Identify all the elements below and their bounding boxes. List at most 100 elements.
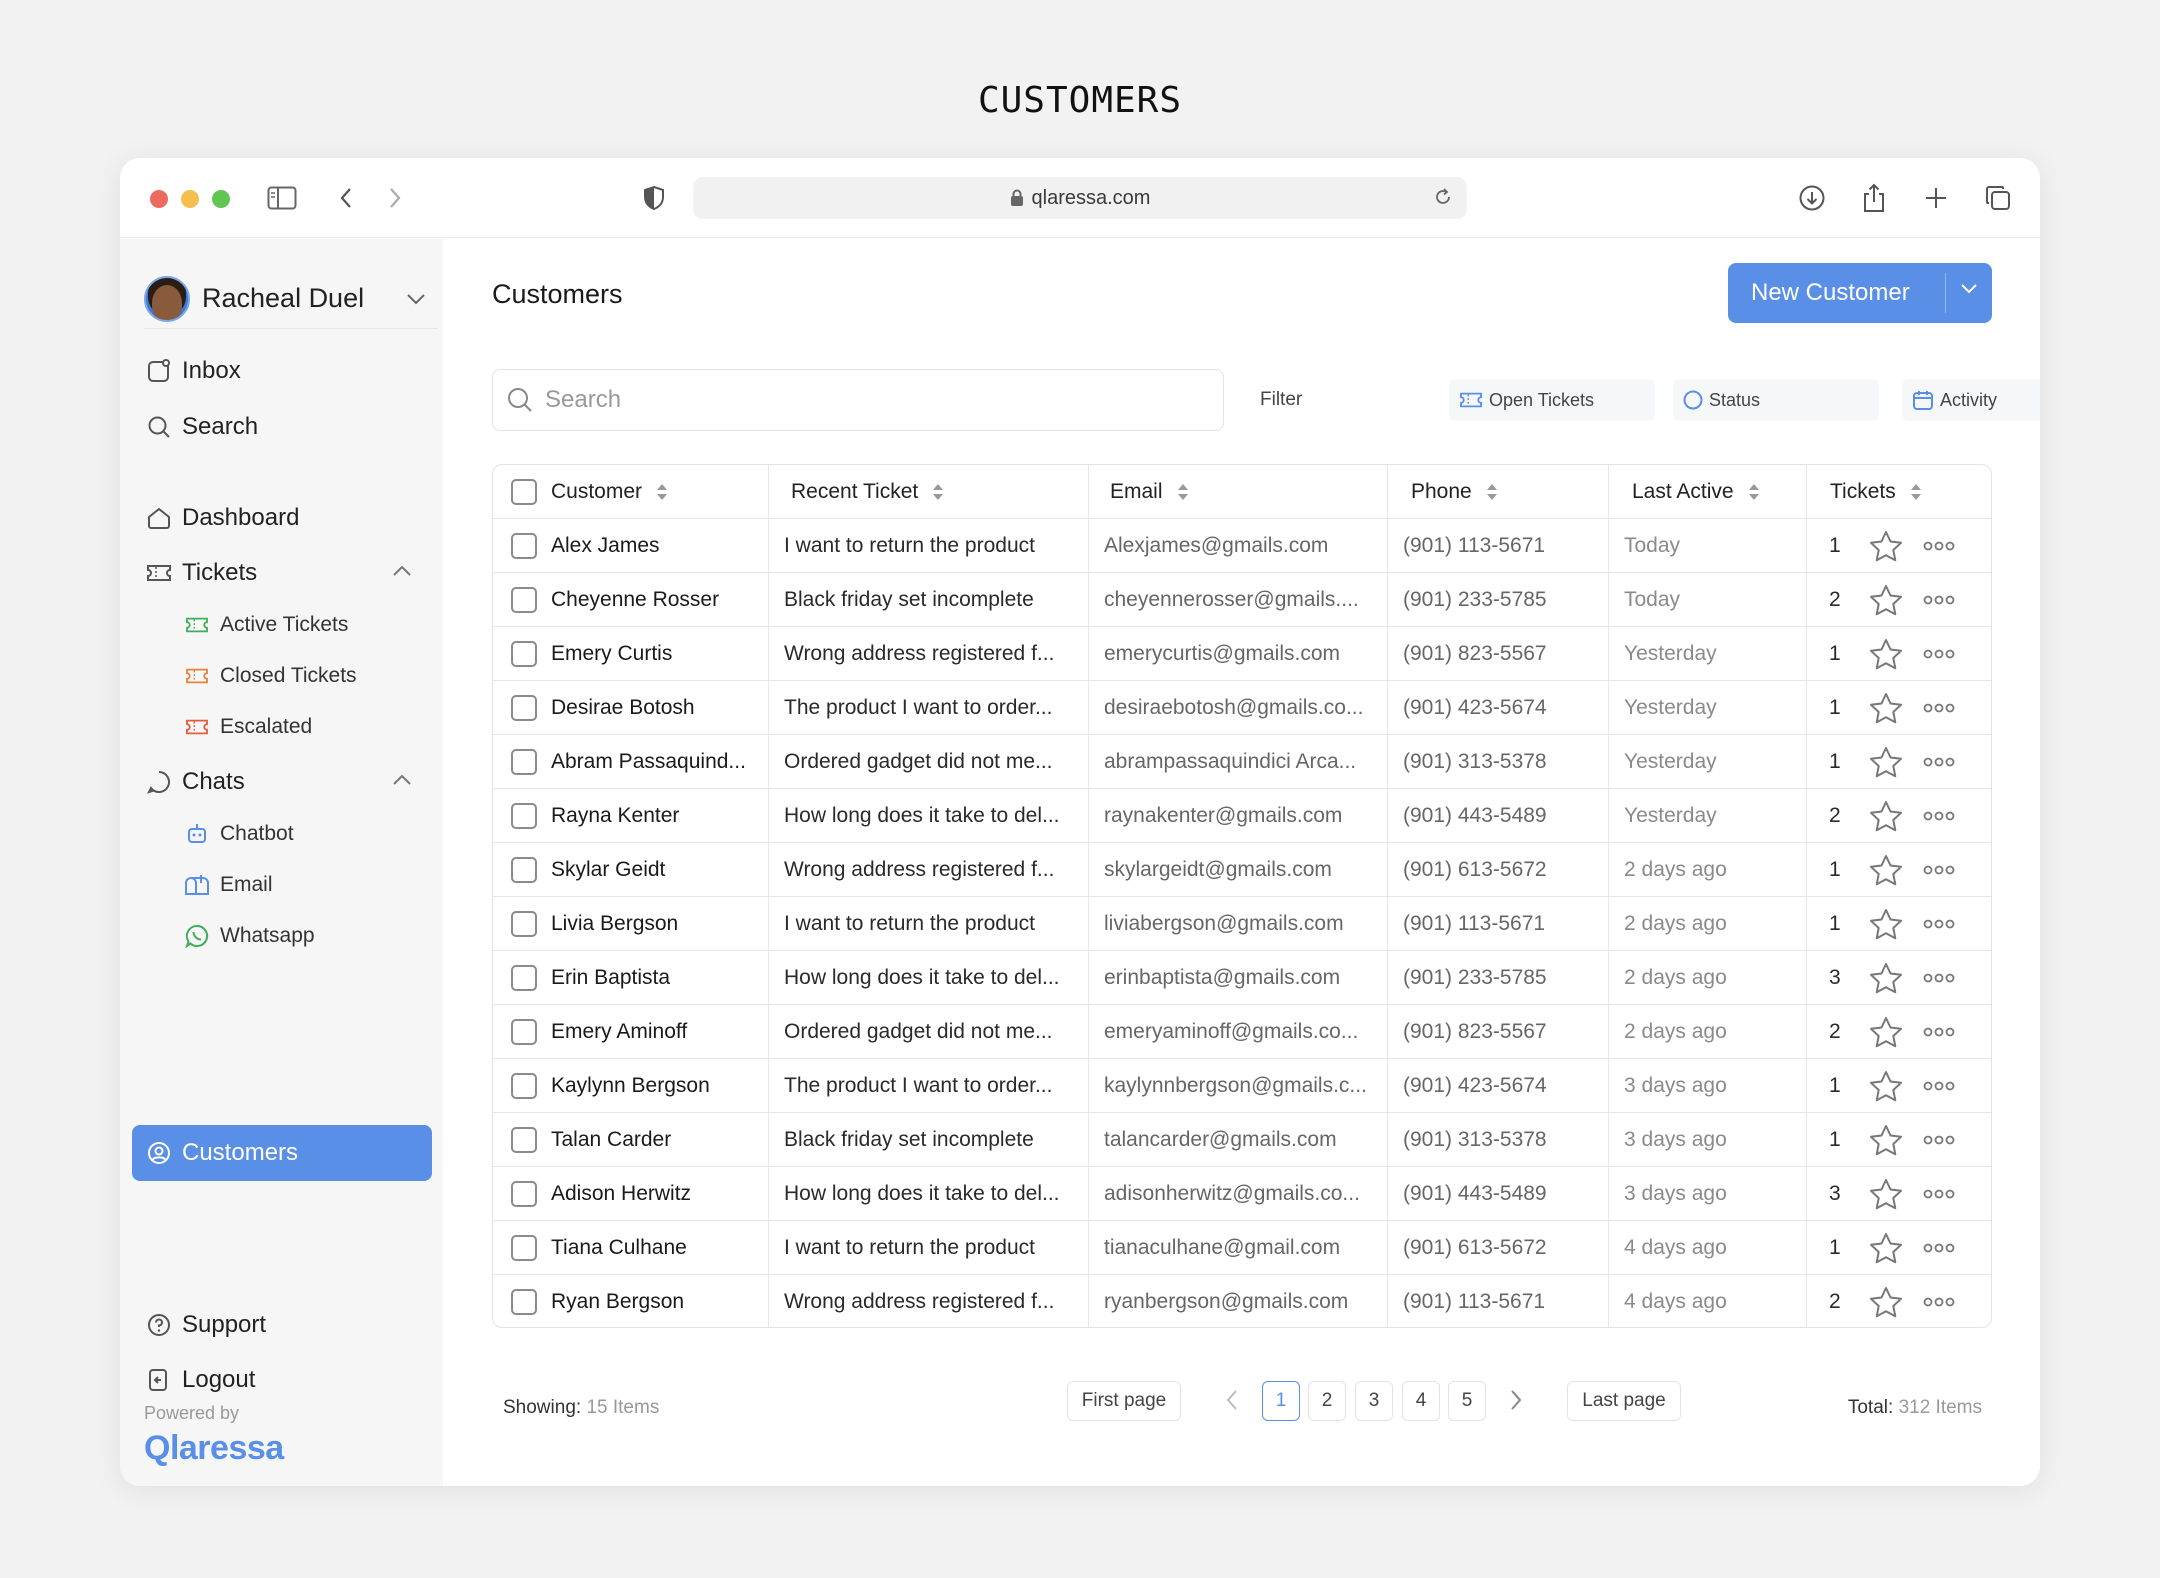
star-icon[interactable] <box>1869 1221 1909 1275</box>
row-checkbox[interactable] <box>511 735 537 789</box>
recent-ticket[interactable]: I want to return the product <box>784 1236 1035 1259</box>
row-checkbox[interactable] <box>511 573 537 627</box>
download-icon[interactable] <box>1794 180 1830 216</box>
more-options-icon[interactable] <box>1923 1113 1963 1167</box>
recent-ticket[interactable]: Black friday set incomplete <box>784 1128 1034 1151</box>
customer-name[interactable]: Erin Baptista <box>551 966 671 989</box>
more-options-icon[interactable] <box>1923 1059 1963 1113</box>
table-row[interactable]: Skylar Geidt Wrong address registered f..… <box>493 843 1991 897</box>
more-options-icon[interactable] <box>1923 735 1963 789</box>
customer-name[interactable]: Ryan Bergson <box>551 1290 685 1313</box>
share-icon[interactable] <box>1856 180 1892 216</box>
row-checkbox[interactable] <box>511 843 537 897</box>
customer-email[interactable]: Alexjames@gmails.com <box>1104 534 1329 557</box>
address-bar[interactable]: qlaressa.com <box>693 177 1467 219</box>
recent-ticket[interactable]: I want to return the product <box>784 912 1035 935</box>
recent-ticket[interactable]: How long does it take to del... <box>784 804 1060 827</box>
customer-email[interactable]: adisonherwitz@gmails.co... <box>1104 1182 1360 1205</box>
customer-email[interactable]: tianaculhane@gmail.com <box>1104 1236 1341 1259</box>
customer-name[interactable]: Skylar Geidt <box>551 858 666 881</box>
row-checkbox[interactable] <box>511 789 537 843</box>
minimize-window-button[interactable] <box>181 190 199 208</box>
table-row[interactable]: Kaylynn Bergson The product I want to ord… <box>493 1059 1991 1113</box>
sidebar-item-active-tickets[interactable]: Active Tickets <box>182 607 348 643</box>
customer-name[interactable]: Livia Bergson <box>551 912 679 935</box>
column-header-phone[interactable]: Phone <box>1411 465 1498 519</box>
more-options-icon[interactable] <box>1923 789 1963 843</box>
column-header-customer[interactable]: Customer <box>551 465 668 519</box>
maximize-window-button[interactable] <box>212 190 230 208</box>
sidebar-item-chats[interactable]: Chats <box>144 762 245 802</box>
row-checkbox[interactable] <box>511 897 537 951</box>
customer-email[interactable]: talancarder@gmails.com <box>1104 1128 1337 1151</box>
recent-ticket[interactable]: Wrong address registered f... <box>784 642 1055 665</box>
customer-name[interactable]: Desirae Botosh <box>551 696 695 719</box>
row-checkbox[interactable] <box>511 627 537 681</box>
first-page-button[interactable]: First page <box>1067 1381 1181 1421</box>
sidebar-item-whatsapp[interactable]: Whatsapp <box>182 918 315 954</box>
recent-ticket[interactable]: Wrong address registered f... <box>784 1290 1055 1313</box>
more-options-icon[interactable] <box>1923 627 1963 681</box>
more-options-icon[interactable] <box>1923 519 1963 573</box>
page-button-3[interactable]: 3 <box>1355 1381 1393 1421</box>
customer-name[interactable]: Emery Curtis <box>551 642 673 665</box>
star-icon[interactable] <box>1869 573 1909 627</box>
star-icon[interactable] <box>1869 1005 1909 1059</box>
star-icon[interactable] <box>1869 789 1909 843</box>
row-checkbox[interactable] <box>511 1275 537 1327</box>
customer-email[interactable]: erinbaptista@gmails.com <box>1104 966 1341 989</box>
brand-logo[interactable]: Qlaressa <box>144 1429 284 1467</box>
filter-activity[interactable]: Activity <box>1902 379 2040 421</box>
table-row[interactable]: Adison Herwitz How long does it take to d… <box>493 1167 1991 1221</box>
column-header-email[interactable]: Email <box>1110 465 1189 519</box>
recent-ticket[interactable]: Black friday set incomplete <box>784 588 1034 611</box>
recent-ticket[interactable]: The product I want to order... <box>784 696 1053 719</box>
more-options-icon[interactable] <box>1923 573 1963 627</box>
table-row[interactable]: Erin Baptista How long does it take to de… <box>493 951 1991 1005</box>
row-checkbox[interactable] <box>511 1167 537 1221</box>
sidebar-item-inbox[interactable]: Inbox <box>144 351 241 391</box>
star-icon[interactable] <box>1869 1275 1909 1327</box>
customer-email[interactable]: liviabergson@gmails.com <box>1104 912 1344 935</box>
column-header-recent-ticket[interactable]: Recent Ticket <box>791 465 944 519</box>
page-button-5[interactable]: 5 <box>1448 1381 1486 1421</box>
recent-ticket[interactable]: How long does it take to del... <box>784 966 1060 989</box>
tabs-overview-icon[interactable] <box>1980 180 2016 216</box>
customer-name[interactable]: Alex James <box>551 534 660 557</box>
select-all-checkbox[interactable] <box>511 465 537 519</box>
recent-ticket[interactable]: Ordered gadget did not me... <box>784 1020 1053 1043</box>
more-options-icon[interactable] <box>1923 1221 1963 1275</box>
user-switcher[interactable]: Racheal Duel <box>144 275 438 329</box>
star-icon[interactable] <box>1869 681 1909 735</box>
row-checkbox[interactable] <box>511 1221 537 1275</box>
sidebar-item-dashboard[interactable]: Dashboard <box>144 498 299 538</box>
star-icon[interactable] <box>1869 735 1909 789</box>
customer-name[interactable]: Emery Aminoff <box>551 1020 688 1043</box>
row-checkbox[interactable] <box>511 951 537 1005</box>
customer-email[interactable]: emerycurtis@gmails.com <box>1104 642 1341 665</box>
row-checkbox[interactable] <box>511 519 537 573</box>
row-checkbox[interactable] <box>511 1059 537 1113</box>
star-icon[interactable] <box>1869 843 1909 897</box>
previous-page-icon[interactable] <box>1225 1389 1239 1411</box>
more-options-icon[interactable] <box>1923 951 1963 1005</box>
row-checkbox[interactable] <box>511 681 537 735</box>
new-customer-button[interactable]: New Customer <box>1728 263 1992 323</box>
recent-ticket[interactable]: Wrong address registered f... <box>784 858 1055 881</box>
table-row[interactable]: Emery Aminoff Ordered gadget did not me..… <box>493 1005 1991 1059</box>
more-options-icon[interactable] <box>1923 1167 1963 1221</box>
table-row[interactable]: Livia Bergson I want to return the produc… <box>493 897 1991 951</box>
recent-ticket[interactable]: I want to return the product <box>784 534 1035 557</box>
recent-ticket[interactable]: The product I want to order... <box>784 1074 1053 1097</box>
filter-open-tickets[interactable]: Open Tickets <box>1449 379 1655 421</box>
table-row[interactable]: Desirae Botosh The product I want to orde… <box>493 681 1991 735</box>
sidebar-item-search[interactable]: Search <box>144 407 258 447</box>
customer-name[interactable]: Talan Carder <box>551 1128 672 1151</box>
sidebar-item-closed-tickets[interactable]: Closed Tickets <box>182 658 357 694</box>
sidebar-item-logout[interactable]: Logout <box>144 1360 255 1400</box>
star-icon[interactable] <box>1869 627 1909 681</box>
customer-name[interactable]: Abram Passaquind... <box>551 750 746 773</box>
customer-email[interactable]: emeryaminoff@gmails.co... <box>1104 1020 1359 1043</box>
star-icon[interactable] <box>1869 1059 1909 1113</box>
table-row[interactable]: Abram Passaquind... Ordered gadget did no… <box>493 735 1991 789</box>
